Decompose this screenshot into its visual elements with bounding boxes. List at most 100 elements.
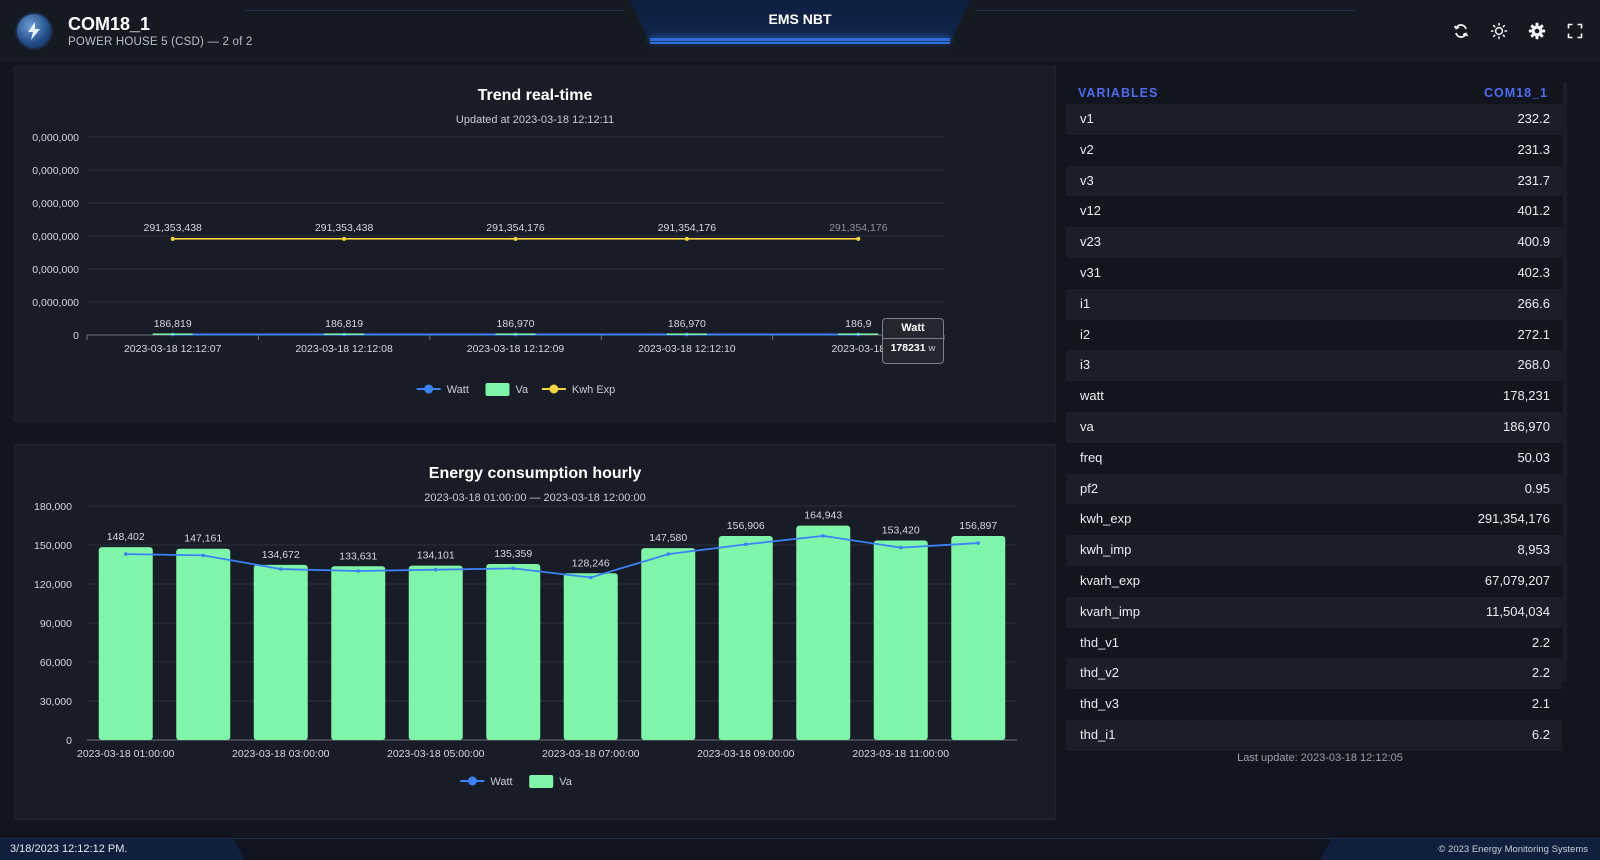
variables-col-name: VARIABLES bbox=[1078, 86, 1158, 100]
trend-chart[interactable]: 00,000,0000,000,0000,000,0000,000,0000,0… bbox=[14, 66, 1054, 420]
variable-value: 266.6 bbox=[1517, 289, 1550, 320]
watt-line bbox=[126, 536, 979, 578]
trend-legend-item-va[interactable]: Va bbox=[486, 383, 530, 396]
kwh-exp-data-label: 291,354,176 bbox=[486, 222, 545, 234]
variable-name: v3 bbox=[1080, 166, 1094, 197]
variables-scrollbar[interactable] bbox=[1563, 82, 1567, 682]
watt-point bbox=[434, 568, 438, 572]
va-data-label: 156,897 bbox=[959, 520, 997, 532]
y-tick-label: 120,000 bbox=[34, 579, 72, 591]
variable-name: thd_i1 bbox=[1080, 720, 1115, 751]
trend-legend-item-kwh-exp[interactable]: Kwh Exp bbox=[542, 384, 615, 396]
y-tick-label: 90,000 bbox=[40, 618, 72, 630]
variable-name: i3 bbox=[1080, 350, 1090, 381]
x-tick-label: 2023-03-18 12:12:09 bbox=[467, 343, 565, 355]
va-data-label: 134,672 bbox=[262, 549, 300, 561]
tooltip-divider bbox=[883, 338, 943, 339]
fullscreen-button[interactable] bbox=[1564, 20, 1586, 42]
variable-name: thd_v2 bbox=[1080, 658, 1119, 689]
x-tick-label: 2023-03-18 12:12:07 bbox=[124, 343, 222, 355]
variable-row: kwh_exp 291,354,176 bbox=[1066, 504, 1562, 535]
va-bar bbox=[874, 541, 928, 740]
va-bar bbox=[331, 566, 385, 740]
va-bar bbox=[641, 548, 695, 740]
chart-tooltip: Watt 178231 w bbox=[882, 318, 944, 364]
header-divider-right bbox=[975, 10, 1355, 11]
variable-value: 0.95 bbox=[1525, 474, 1550, 505]
trend-legend-item-watt[interactable]: Watt bbox=[417, 384, 469, 396]
footer-copyright: © 2023 Energy Monitoring Systems bbox=[1438, 844, 1588, 855]
x-tick-label: 2023-03-18 12:12:08 bbox=[295, 343, 393, 355]
variable-value: 2.2 bbox=[1532, 628, 1550, 659]
variable-value: 291,354,176 bbox=[1478, 504, 1550, 535]
hourly-chart[interactable]: 030,00060,00090,000120,000150,000180,000… bbox=[14, 444, 1054, 818]
va-data-label: 186,9 bbox=[845, 318, 871, 330]
watt-point bbox=[589, 576, 593, 580]
app-title: EMS NBT bbox=[630, 11, 970, 27]
hourly-legend-item-watt[interactable]: Watt bbox=[460, 776, 512, 788]
kwh-exp-point bbox=[514, 237, 518, 241]
variable-value: 2.2 bbox=[1532, 658, 1550, 689]
va-bar bbox=[564, 573, 618, 740]
x-tick-label: 2023-03-18 12:12:10 bbox=[638, 343, 736, 355]
variable-value: 50.03 bbox=[1517, 443, 1550, 474]
trend-legend-label: Va bbox=[516, 384, 530, 396]
variable-name: kwh_imp bbox=[1080, 535, 1131, 566]
watt-point bbox=[124, 552, 128, 556]
tooltip-value: 178231 bbox=[891, 342, 926, 354]
status-footer: 3/18/2023 12:12:12 PM. © 2023 Energy Mon… bbox=[0, 838, 1600, 860]
variable-value: 11,504,034 bbox=[1486, 597, 1550, 628]
kwh-exp-point bbox=[856, 237, 860, 241]
kwh-exp-data-label: 291,354,176 bbox=[829, 222, 888, 234]
y-tick-label: 0,000,000 bbox=[32, 297, 79, 309]
va-bar bbox=[486, 564, 540, 740]
variable-value: 232.2 bbox=[1517, 104, 1550, 135]
va-data-label: 186,970 bbox=[497, 318, 535, 330]
hourly-legend-label: Va bbox=[559, 776, 573, 788]
watt-point bbox=[279, 567, 283, 571]
va-bar bbox=[719, 536, 773, 740]
variable-name: v2 bbox=[1080, 135, 1094, 166]
variable-value: 186,970 bbox=[1503, 412, 1550, 443]
hourly-legend-item-va[interactable]: Va bbox=[529, 775, 573, 788]
x-tick-label: 2023-03-18 01:00:00 bbox=[77, 748, 175, 760]
app-logo[interactable] bbox=[17, 14, 51, 48]
refresh-button[interactable] bbox=[1450, 20, 1472, 42]
header-toolbar bbox=[1450, 20, 1586, 42]
variable-value: 400.9 bbox=[1517, 227, 1550, 258]
watt-point bbox=[511, 567, 515, 571]
trend-legend-swatch bbox=[486, 383, 510, 396]
variable-row: v2 231.3 bbox=[1066, 135, 1562, 166]
y-tick-label: 30,000 bbox=[40, 696, 72, 708]
variable-value: 231.3 bbox=[1517, 135, 1550, 166]
variable-name: kwh_exp bbox=[1080, 504, 1131, 535]
theme-toggle-button[interactable] bbox=[1488, 20, 1510, 42]
kwh-exp-data-label: 291,353,438 bbox=[143, 222, 202, 234]
variables-last-update: Last update: 2023-03-18 12:12:05 bbox=[1060, 752, 1580, 764]
variable-name: v12 bbox=[1080, 196, 1101, 227]
variables-col-device: COM18_1 bbox=[1484, 86, 1548, 100]
device-subtitle: POWER HOUSE 5 (CSD) — 2 of 2 bbox=[68, 36, 253, 48]
variable-name: freq bbox=[1080, 443, 1102, 474]
va-data-label: 147,161 bbox=[184, 533, 222, 545]
kwh-exp-data-label: 291,354,176 bbox=[658, 222, 717, 234]
variable-row: freq 50.03 bbox=[1066, 443, 1562, 474]
va-bar bbox=[153, 333, 193, 335]
settings-button[interactable] bbox=[1526, 20, 1548, 42]
variable-name: i1 bbox=[1080, 289, 1090, 320]
variable-value: 231.7 bbox=[1517, 166, 1550, 197]
va-bar bbox=[496, 333, 536, 335]
y-tick-label: 0,000,000 bbox=[32, 165, 79, 177]
logo-bolt-icon bbox=[26, 22, 42, 40]
x-tick-label: 2023-03-18 bbox=[831, 343, 885, 355]
va-data-label: 134,101 bbox=[417, 550, 455, 562]
variable-value: 272.1 bbox=[1517, 320, 1550, 351]
